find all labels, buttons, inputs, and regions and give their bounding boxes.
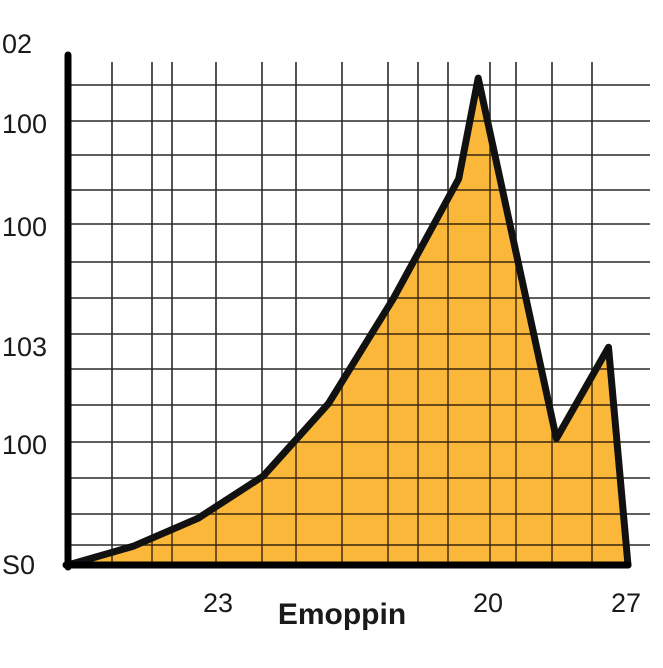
y-tick-label-3: 100 xyxy=(2,212,47,242)
y-tick-label-0: S0 xyxy=(2,550,35,580)
y-tick-label-2: 103 xyxy=(2,332,47,362)
tick-labels: S0 100 103 100 100 02 23 20 27 Emoppin xyxy=(2,29,641,631)
y-tick-label-1: 100 xyxy=(2,430,47,460)
series-line xyxy=(64,74,632,569)
y-tick-label-4: 100 xyxy=(2,109,47,139)
x-axis-label: Emoppin xyxy=(278,598,406,631)
y-tick-label-5: 02 xyxy=(2,29,32,59)
x-tick-label-0: 23 xyxy=(203,588,233,618)
x-tick-label-2: 27 xyxy=(611,588,641,618)
axes xyxy=(62,51,632,571)
area-fill xyxy=(68,78,628,565)
x-tick-label-1: 20 xyxy=(473,588,503,618)
